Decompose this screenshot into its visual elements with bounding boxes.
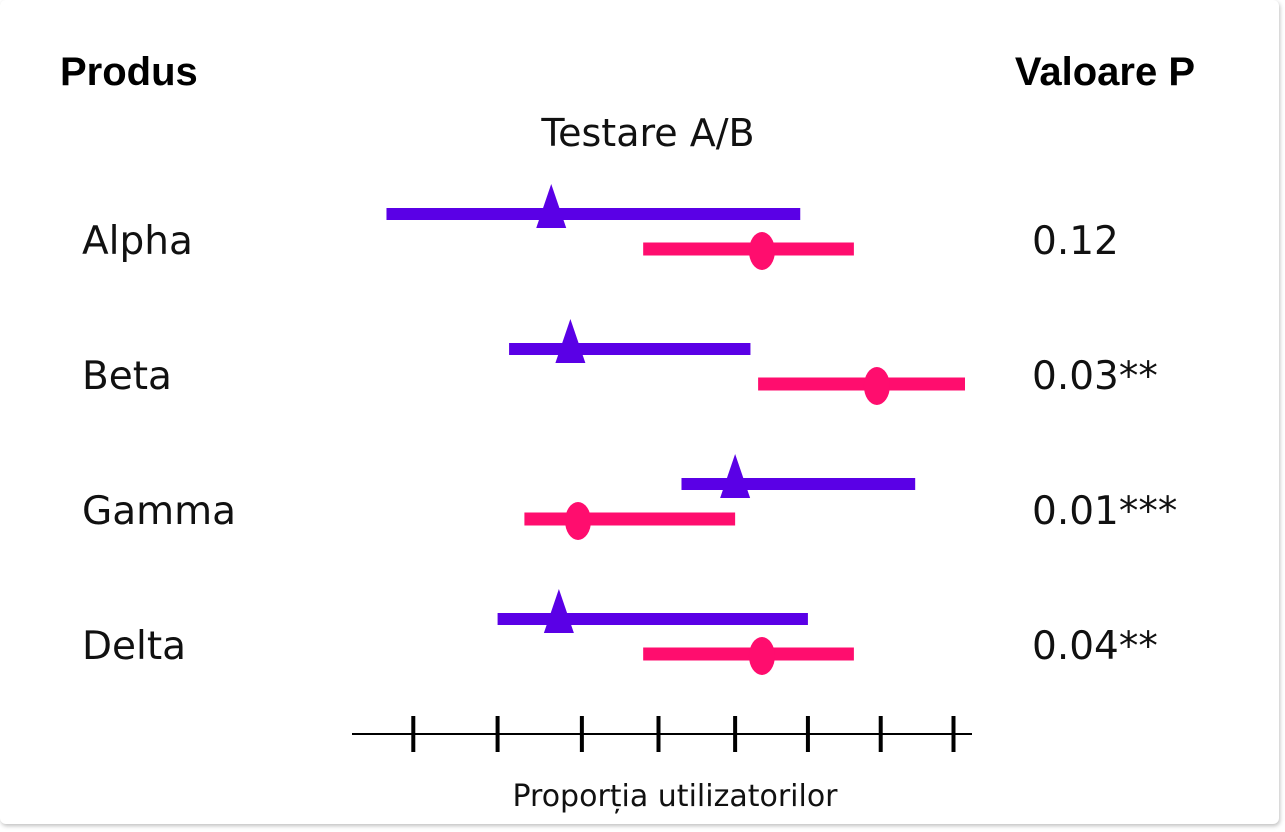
row-delta: Delta 0.04** <box>82 589 1158 675</box>
row-beta: Beta 0.03** <box>82 319 1158 405</box>
row-gamma: Gamma 0.01*** <box>82 454 1177 540</box>
point-a-delta <box>543 589 574 633</box>
left-header: Produs <box>60 50 198 94</box>
point-b-beta <box>863 367 890 405</box>
point-b-delta <box>748 637 775 675</box>
point-a-gamma <box>720 454 751 498</box>
point-b-gamma <box>565 502 592 540</box>
p-value-gamma: 0.01*** <box>1032 489 1177 534</box>
rows-layer: Alpha 0.12 Beta 0.03** Gamma 0.01*** Delta 0.04… <box>82 184 1177 675</box>
point-b-alpha <box>748 232 775 270</box>
x-axis-label: Proporția utilizatorilor <box>512 779 838 814</box>
p-value-beta: 0.03** <box>1032 354 1158 399</box>
x-axis-ticks <box>411 716 956 752</box>
point-a-beta <box>555 319 586 363</box>
row-label-alpha: Alpha <box>82 219 193 264</box>
chart-title: Testare A/B <box>540 111 754 155</box>
p-value-delta: 0.04** <box>1032 624 1158 669</box>
point-a-alpha <box>536 184 567 228</box>
row-label-beta: Beta <box>82 354 172 399</box>
row-label-gamma: Gamma <box>82 489 236 534</box>
right-header: Valoare P <box>1015 50 1195 94</box>
p-value-alpha: 0.12 <box>1032 219 1119 264</box>
row-label-delta: Delta <box>82 624 186 669</box>
row-alpha: Alpha 0.12 <box>82 184 1119 270</box>
